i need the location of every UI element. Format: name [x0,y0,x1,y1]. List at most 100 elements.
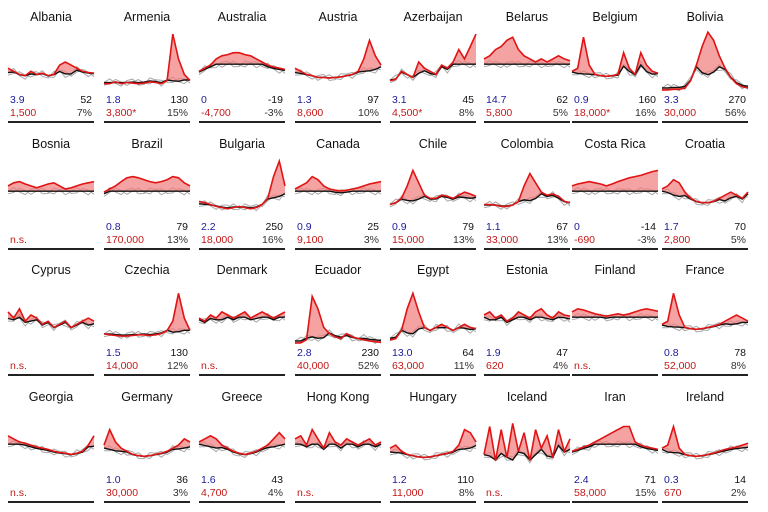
panel-title: Estonia [506,263,548,277]
right-value: 130 [170,347,188,359]
panel-title: Greece [221,390,263,404]
right-value: 270 [728,94,746,106]
panel-baseline-rule [104,374,190,376]
mortality-plot [483,171,571,211]
country-panel: Croatia 1.7 70 2,800 5% [661,137,749,257]
right-value: 70 [734,221,746,233]
country-panel: Ireland 0.3 14 670 2% [661,390,749,510]
panel-title: France [685,263,725,277]
excess-deaths: 40,000 [297,360,330,372]
mortality-plot [198,51,286,76]
mortality-plot [7,307,95,332]
panel-title: Australia [217,10,267,24]
panel-baseline-rule [295,248,381,250]
mortality-plot [198,158,286,212]
excess-percent: 7% [76,107,92,119]
country-panel: Greece 1.6 43 4,700 4% [198,390,286,510]
excess-deaths: 620 [486,360,504,372]
excess-percent: 4% [267,487,283,499]
excess-percent: 56% [724,107,746,119]
mortality-plot [389,290,477,342]
mortality-plot [294,293,382,345]
panel-baseline-rule [8,121,94,123]
observed-line [198,431,286,456]
left-value: 3.1 [392,94,407,106]
mortality-plot [198,431,286,459]
excess-percent: 13% [166,234,188,246]
excess-deaths: 63,000 [392,360,425,372]
excess-deaths: -4,700 [201,107,231,119]
excess-percent: 10% [357,107,379,119]
mortality-plot [103,293,191,340]
expected-baseline-line [103,190,190,195]
country-panel: Bosnia n.s. [7,137,95,257]
country-panel: Georgia n.s. [7,390,95,510]
observed-line [661,423,749,458]
mortality-plot [389,168,477,208]
excess-area [390,293,476,340]
mortality-plot [389,33,477,84]
country-panel: Belgium 0.9 160 18,000* 16% [571,10,659,130]
country-panel: Finland n.s. [571,263,659,383]
excess-percent: 8% [458,487,474,499]
excess-deaths: n.s. [297,487,314,499]
panel-baseline-rule [8,501,94,503]
observed-line [198,158,286,210]
excess-deaths: 52,000 [664,360,697,372]
observed-line [294,427,382,451]
left-value: 3.3 [664,94,679,106]
excess-area [104,34,190,84]
right-value: 64 [462,347,474,359]
right-value: 250 [265,221,283,233]
excess-area [199,52,285,73]
left-value: 1.5 [106,347,121,359]
panel-title: Armenia [123,10,171,24]
observed-line [7,307,95,329]
mortality-plot [661,178,749,207]
excess-percent: 52% [357,360,379,372]
expected-baseline-line [483,444,571,462]
mortality-plot [7,435,95,458]
left-value: 2.8 [297,347,312,359]
expected-baseline-line [389,195,477,205]
country-panel: Egypt 13.0 64 63,000 11% [389,263,477,383]
country-panel: Canada 0.9 25 9,100 3% [294,137,382,257]
excess-percent: 3% [172,487,188,499]
panel-baseline-rule [390,248,476,250]
mortality-plot [571,425,659,456]
excess-area [295,296,381,343]
right-value: 25 [367,221,379,233]
excess-percent: 3% [363,234,379,246]
country-panel: Hong Kong n.s. [294,390,382,510]
panel-baseline-rule [662,501,748,503]
mortality-plot [294,175,382,197]
excess-percent: 15% [166,107,188,119]
left-value: 14.7 [486,94,507,106]
left-value: 0.9 [297,221,312,233]
observed-line [483,36,571,63]
country-panel: Australia 0 -19 -4,700 -3% [198,10,286,130]
mortality-plot [103,175,191,197]
left-value: 1.7 [664,221,679,233]
right-value: 43 [271,474,283,486]
panel-baseline-rule [390,501,476,503]
excess-deaths: 30,000 [664,107,697,119]
panel-title: Hungary [409,390,457,404]
observed-line [103,293,191,337]
excess-percent: 8% [730,360,746,372]
right-value: 47 [556,347,568,359]
panel-baseline-rule [484,121,570,123]
country-panel: Iceland n.s. [483,390,571,510]
right-value: 130 [170,94,188,106]
excess-deaths: 11,000 [392,487,424,499]
excess-percent: 13% [452,234,474,246]
excess-area [390,34,476,81]
country-panel: Cyprus n.s. [7,263,95,383]
excess-percent: 16% [261,234,283,246]
left-value: 0.9 [392,221,407,233]
panel-title: Costa Rica [584,137,646,151]
panel-title: Egypt [417,263,449,277]
panel-title: Denmark [216,263,268,277]
observed-line [571,307,659,318]
left-value: 0 [201,94,207,106]
